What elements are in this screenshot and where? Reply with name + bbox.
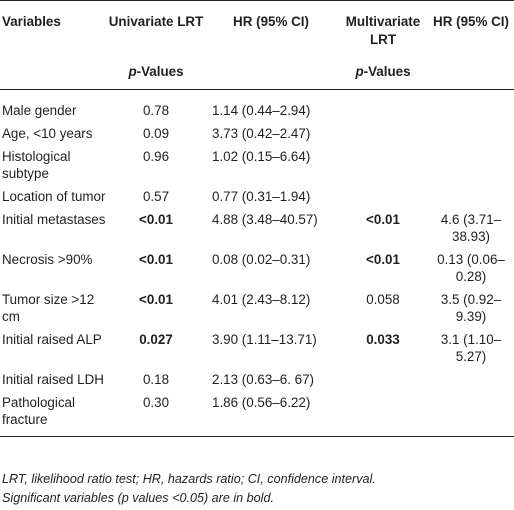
cell-hr-multivariate: 3.1 (1.10–5.27) <box>440 332 502 364</box>
subheader-pvalues-univariate: p-Values <box>108 57 204 90</box>
cell-multivariate-p <box>338 125 428 148</box>
cell-hr-multivariate: 0.13 (0.06–0.28) <box>437 252 505 284</box>
cell-hr-univariate: 0.77 (0.31–1.94) <box>212 189 311 204</box>
cell-hr-univariate: 2.13 (0.63–6. 67) <box>212 372 314 387</box>
footnote-significance: Significant variables (p values <0.05) a… <box>2 491 274 505</box>
table-row: Male gender 0.78 1.14 (0.44–2.94) <box>0 90 514 126</box>
table-body: Male gender 0.78 1.14 (0.44–2.94) Age, <10 … <box>0 90 514 437</box>
cell-hr-multivariate <box>428 394 514 437</box>
cell-variable: Initial raised ALP <box>2 332 102 347</box>
header-row: Variables Univariate LRT HR (95% CI) Mul… <box>0 0 514 58</box>
table-row: Tumor size >12 cm <0.01 4.01 (2.43–8.12) 0.… <box>0 291 514 331</box>
cell-hr-multivariate: 3.5 (0.92–9.39) <box>440 292 502 324</box>
cell-multivariate-p: 0.033 <box>366 332 400 347</box>
cell-hr-univariate: 4.01 (2.43–8.12) <box>212 292 311 307</box>
cell-univariate-p: 0.027 <box>139 332 173 347</box>
cell-univariate-p: <0.01 <box>139 252 173 267</box>
cell-hr-univariate: 3.90 (1.11–13.71) <box>212 332 317 347</box>
cell-hr-multivariate <box>428 148 514 188</box>
footnotes: LRT, likelihood ratio test; HR, hazards … <box>2 470 512 508</box>
subheader-row: p-Values p-Values <box>0 57 514 90</box>
cell-variable: Male gender <box>2 103 77 118</box>
cell-variable: Tumor size >12 cm <box>2 292 95 324</box>
table-row: Initial raised LDH 0.18 2.13 (0.63–6. 67) <box>0 371 514 394</box>
header-variables: Variables <box>2 14 61 29</box>
cell-multivariate-p: 0.058 <box>366 292 400 307</box>
header-multivariate: Multivariate LRT <box>345 14 421 47</box>
cell-hr-multivariate <box>428 90 514 126</box>
cell-variable: Initial raised LDH <box>2 372 104 387</box>
cell-multivariate-p: <0.01 <box>366 212 400 227</box>
table-row: Age, <10 years 0.09 3.73 (0.42–2.47) <box>0 125 514 148</box>
cell-univariate-p: 0.30 <box>108 394 204 437</box>
table-row: Initial raised ALP 0.027 3.90 (1.11–13.71)… <box>0 331 514 371</box>
cell-univariate-p: 0.57 <box>142 189 170 204</box>
cell-hr-multivariate <box>428 125 514 148</box>
cell-univariate-p: 0.18 <box>142 372 170 387</box>
cell-univariate-p: <0.01 <box>139 212 173 227</box>
cell-multivariate-p <box>338 394 428 437</box>
results-table: Variables Univariate LRT HR (95% CI) Mul… <box>0 0 514 437</box>
cell-multivariate-p <box>338 371 428 394</box>
cell-hr-univariate: 1.86 (0.56–6.22) <box>204 394 338 437</box>
cell-hr-multivariate <box>428 188 514 211</box>
cell-hr-univariate: 1.14 (0.44–2.94) <box>212 103 311 118</box>
cell-variable: Necrosis >90% <box>2 252 93 267</box>
cell-multivariate-p <box>338 148 428 188</box>
table-row: Necrosis >90% <0.01 0.08 (0.02–0.31) <0.01 0… <box>0 251 514 291</box>
header-hr-multivariate: HR (95% CI) <box>433 14 509 29</box>
cell-hr-univariate: 3.73 (0.42–2.47) <box>212 126 311 141</box>
cell-hr-univariate: 1.02 (0.15–6.64) <box>212 149 311 164</box>
cell-multivariate-p <box>338 188 428 211</box>
table-row: Histological subtype 0.96 1.02 (0.15–6.64) <box>0 148 514 188</box>
cell-hr-multivariate: 4.6 (3.71–38.93) <box>440 212 502 244</box>
cell-hr-univariate: 4.88 (3.48–40.57) <box>212 212 318 227</box>
cell-univariate-p: 0.96 <box>142 149 170 164</box>
cell-univariate-p: 0.09 <box>142 126 170 141</box>
cell-univariate-p: <0.01 <box>139 292 173 307</box>
cell-variable: Age, <10 years <box>2 126 93 141</box>
cell-variable: Pathological fracture <box>0 394 108 437</box>
table-row: Initial metastases <0.01 4.88 (3.48–40.57)… <box>0 211 514 251</box>
cell-variable: Location of tumor <box>2 189 106 204</box>
cell-univariate-p: 0.78 <box>142 103 170 118</box>
cell-hr-univariate: 0.08 (0.02–0.31) <box>212 252 311 267</box>
cell-variable: Histological subtype <box>2 149 71 181</box>
header-hr-univariate: HR (95% CI) <box>233 14 309 29</box>
footnote-abbreviations: LRT, likelihood ratio test; HR, hazards … <box>2 472 376 486</box>
table-row: Pathological fracture 0.30 1.86 (0.56–6.22… <box>0 394 514 437</box>
cell-multivariate-p: <0.01 <box>366 252 400 267</box>
table-row: Location of tumor 0.57 0.77 (0.31–1.94) <box>0 188 514 211</box>
cell-hr-multivariate <box>428 371 514 394</box>
cell-variable: Initial metastases <box>2 212 106 227</box>
cell-multivariate-p <box>338 90 428 126</box>
header-univariate: Univariate LRT <box>108 14 204 29</box>
subheader-pvalues-multivariate: p-Values <box>338 57 428 90</box>
